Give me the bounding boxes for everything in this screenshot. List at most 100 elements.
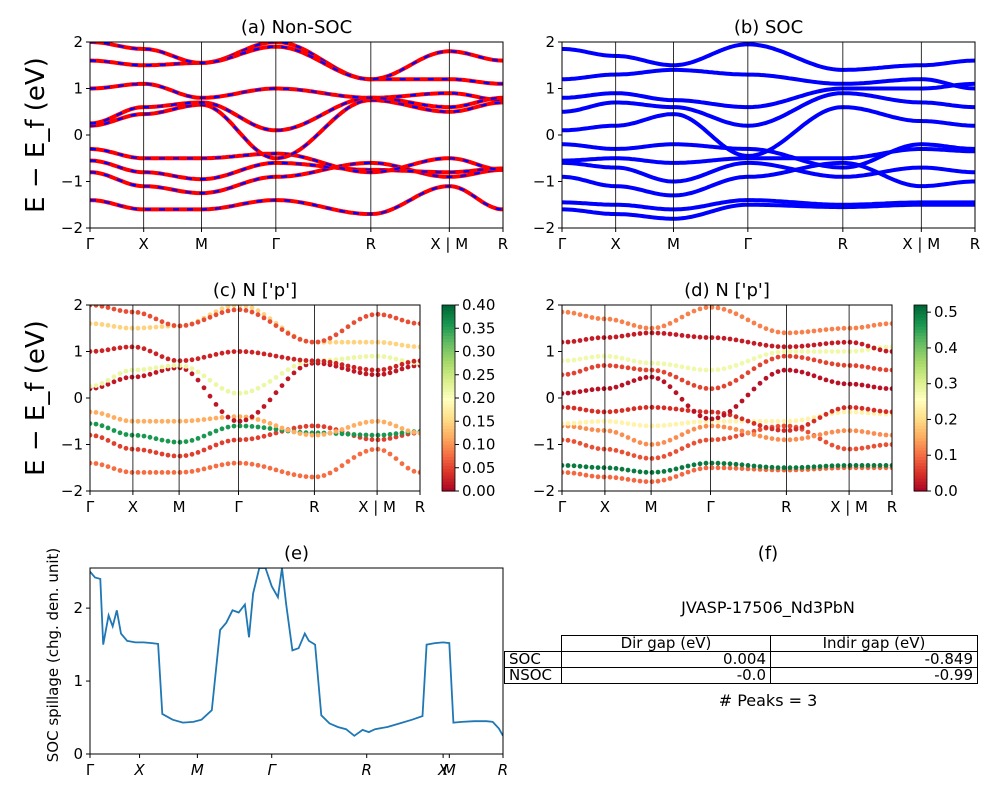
band-point bbox=[571, 390, 577, 395]
band-point bbox=[141, 311, 147, 317]
band-point bbox=[739, 314, 745, 320]
band-point bbox=[841, 405, 847, 411]
band-point bbox=[787, 353, 793, 359]
band-point bbox=[649, 479, 655, 485]
x-tick-label: Γ bbox=[272, 235, 281, 253]
band-point bbox=[649, 360, 655, 366]
band-point bbox=[381, 437, 387, 442]
x-tick-label: X bbox=[139, 235, 149, 253]
band-point bbox=[165, 356, 171, 362]
band-point bbox=[877, 347, 883, 353]
band-point bbox=[715, 367, 721, 373]
colorbar-band bbox=[914, 385, 927, 390]
band-point bbox=[685, 403, 691, 409]
band-line-overlay bbox=[90, 159, 503, 181]
band-point bbox=[763, 342, 769, 348]
band-point bbox=[583, 407, 589, 413]
band-point bbox=[219, 440, 225, 446]
band-point bbox=[619, 476, 625, 481]
band-point bbox=[679, 364, 685, 370]
band-point bbox=[811, 373, 817, 379]
band-point bbox=[829, 379, 835, 384]
band-point bbox=[817, 327, 823, 333]
band-point bbox=[805, 329, 811, 335]
x-tick-label: R bbox=[887, 498, 897, 516]
colorbar-band bbox=[442, 463, 455, 467]
band-point bbox=[195, 377, 201, 383]
x-tick-label: X bbox=[600, 498, 610, 516]
table-row: SOC 0.004 -0.849 bbox=[504, 651, 978, 668]
band-point bbox=[135, 433, 141, 438]
band-point bbox=[345, 367, 351, 372]
band-point bbox=[565, 339, 571, 345]
band-point bbox=[363, 432, 369, 438]
band-point bbox=[231, 437, 237, 443]
x-tick-label: M bbox=[195, 235, 208, 253]
band-point bbox=[823, 349, 829, 354]
band-point bbox=[153, 324, 159, 330]
band-point bbox=[823, 430, 829, 436]
band-point bbox=[105, 381, 111, 387]
band-point bbox=[607, 465, 613, 471]
band-point bbox=[213, 402, 219, 407]
band-point bbox=[727, 308, 733, 314]
band-point bbox=[877, 322, 883, 327]
x-tick-label: X | M bbox=[358, 498, 396, 516]
band-point bbox=[207, 416, 213, 422]
band-point bbox=[231, 349, 237, 354]
x-tick-label: Γ bbox=[744, 235, 753, 253]
band-point bbox=[589, 427, 595, 432]
band-point bbox=[147, 313, 153, 319]
band-point bbox=[679, 396, 685, 402]
band-point bbox=[727, 364, 733, 370]
band-point bbox=[823, 327, 829, 332]
band-point bbox=[357, 366, 363, 371]
band-point bbox=[787, 330, 793, 336]
x-tick-label: Γ bbox=[558, 235, 567, 253]
band-point bbox=[751, 340, 757, 346]
band-point bbox=[285, 470, 291, 476]
band-point bbox=[183, 469, 189, 475]
band-point bbox=[387, 451, 393, 457]
band-point bbox=[393, 431, 399, 437]
band-point bbox=[685, 420, 691, 426]
band-point bbox=[411, 468, 417, 474]
band-point bbox=[303, 474, 309, 479]
band-point bbox=[811, 418, 817, 424]
x-tick-label: R bbox=[366, 235, 376, 253]
band-point bbox=[631, 366, 637, 372]
band-point bbox=[607, 316, 613, 322]
band-line bbox=[90, 184, 503, 216]
band-line bbox=[562, 198, 975, 212]
band-point bbox=[793, 368, 799, 374]
band-point bbox=[117, 371, 123, 376]
band-point bbox=[715, 410, 721, 415]
axes-frame bbox=[561, 304, 893, 492]
band-point bbox=[871, 366, 877, 371]
band-point bbox=[369, 447, 375, 452]
band-point bbox=[231, 307, 237, 313]
colorbar-band bbox=[442, 382, 455, 387]
band-point bbox=[619, 466, 625, 472]
band-point bbox=[805, 371, 811, 377]
axes-frame bbox=[89, 304, 421, 492]
band-point bbox=[111, 379, 117, 385]
band-point bbox=[631, 453, 637, 458]
x-tick-label: Γ bbox=[268, 761, 278, 779]
colorbar-band bbox=[914, 376, 927, 380]
band-point bbox=[327, 470, 333, 476]
band-point bbox=[249, 436, 255, 442]
band-point bbox=[93, 461, 99, 466]
colorbar-band bbox=[442, 332, 455, 337]
band-point bbox=[309, 423, 315, 429]
band-point bbox=[769, 328, 775, 334]
band-point bbox=[727, 461, 733, 467]
colorbar-band bbox=[914, 370, 927, 374]
band-point bbox=[99, 423, 105, 429]
band-point bbox=[111, 374, 117, 380]
band-point bbox=[811, 357, 817, 363]
band-point bbox=[363, 448, 369, 454]
band-point bbox=[871, 322, 877, 328]
band-point bbox=[123, 309, 129, 314]
